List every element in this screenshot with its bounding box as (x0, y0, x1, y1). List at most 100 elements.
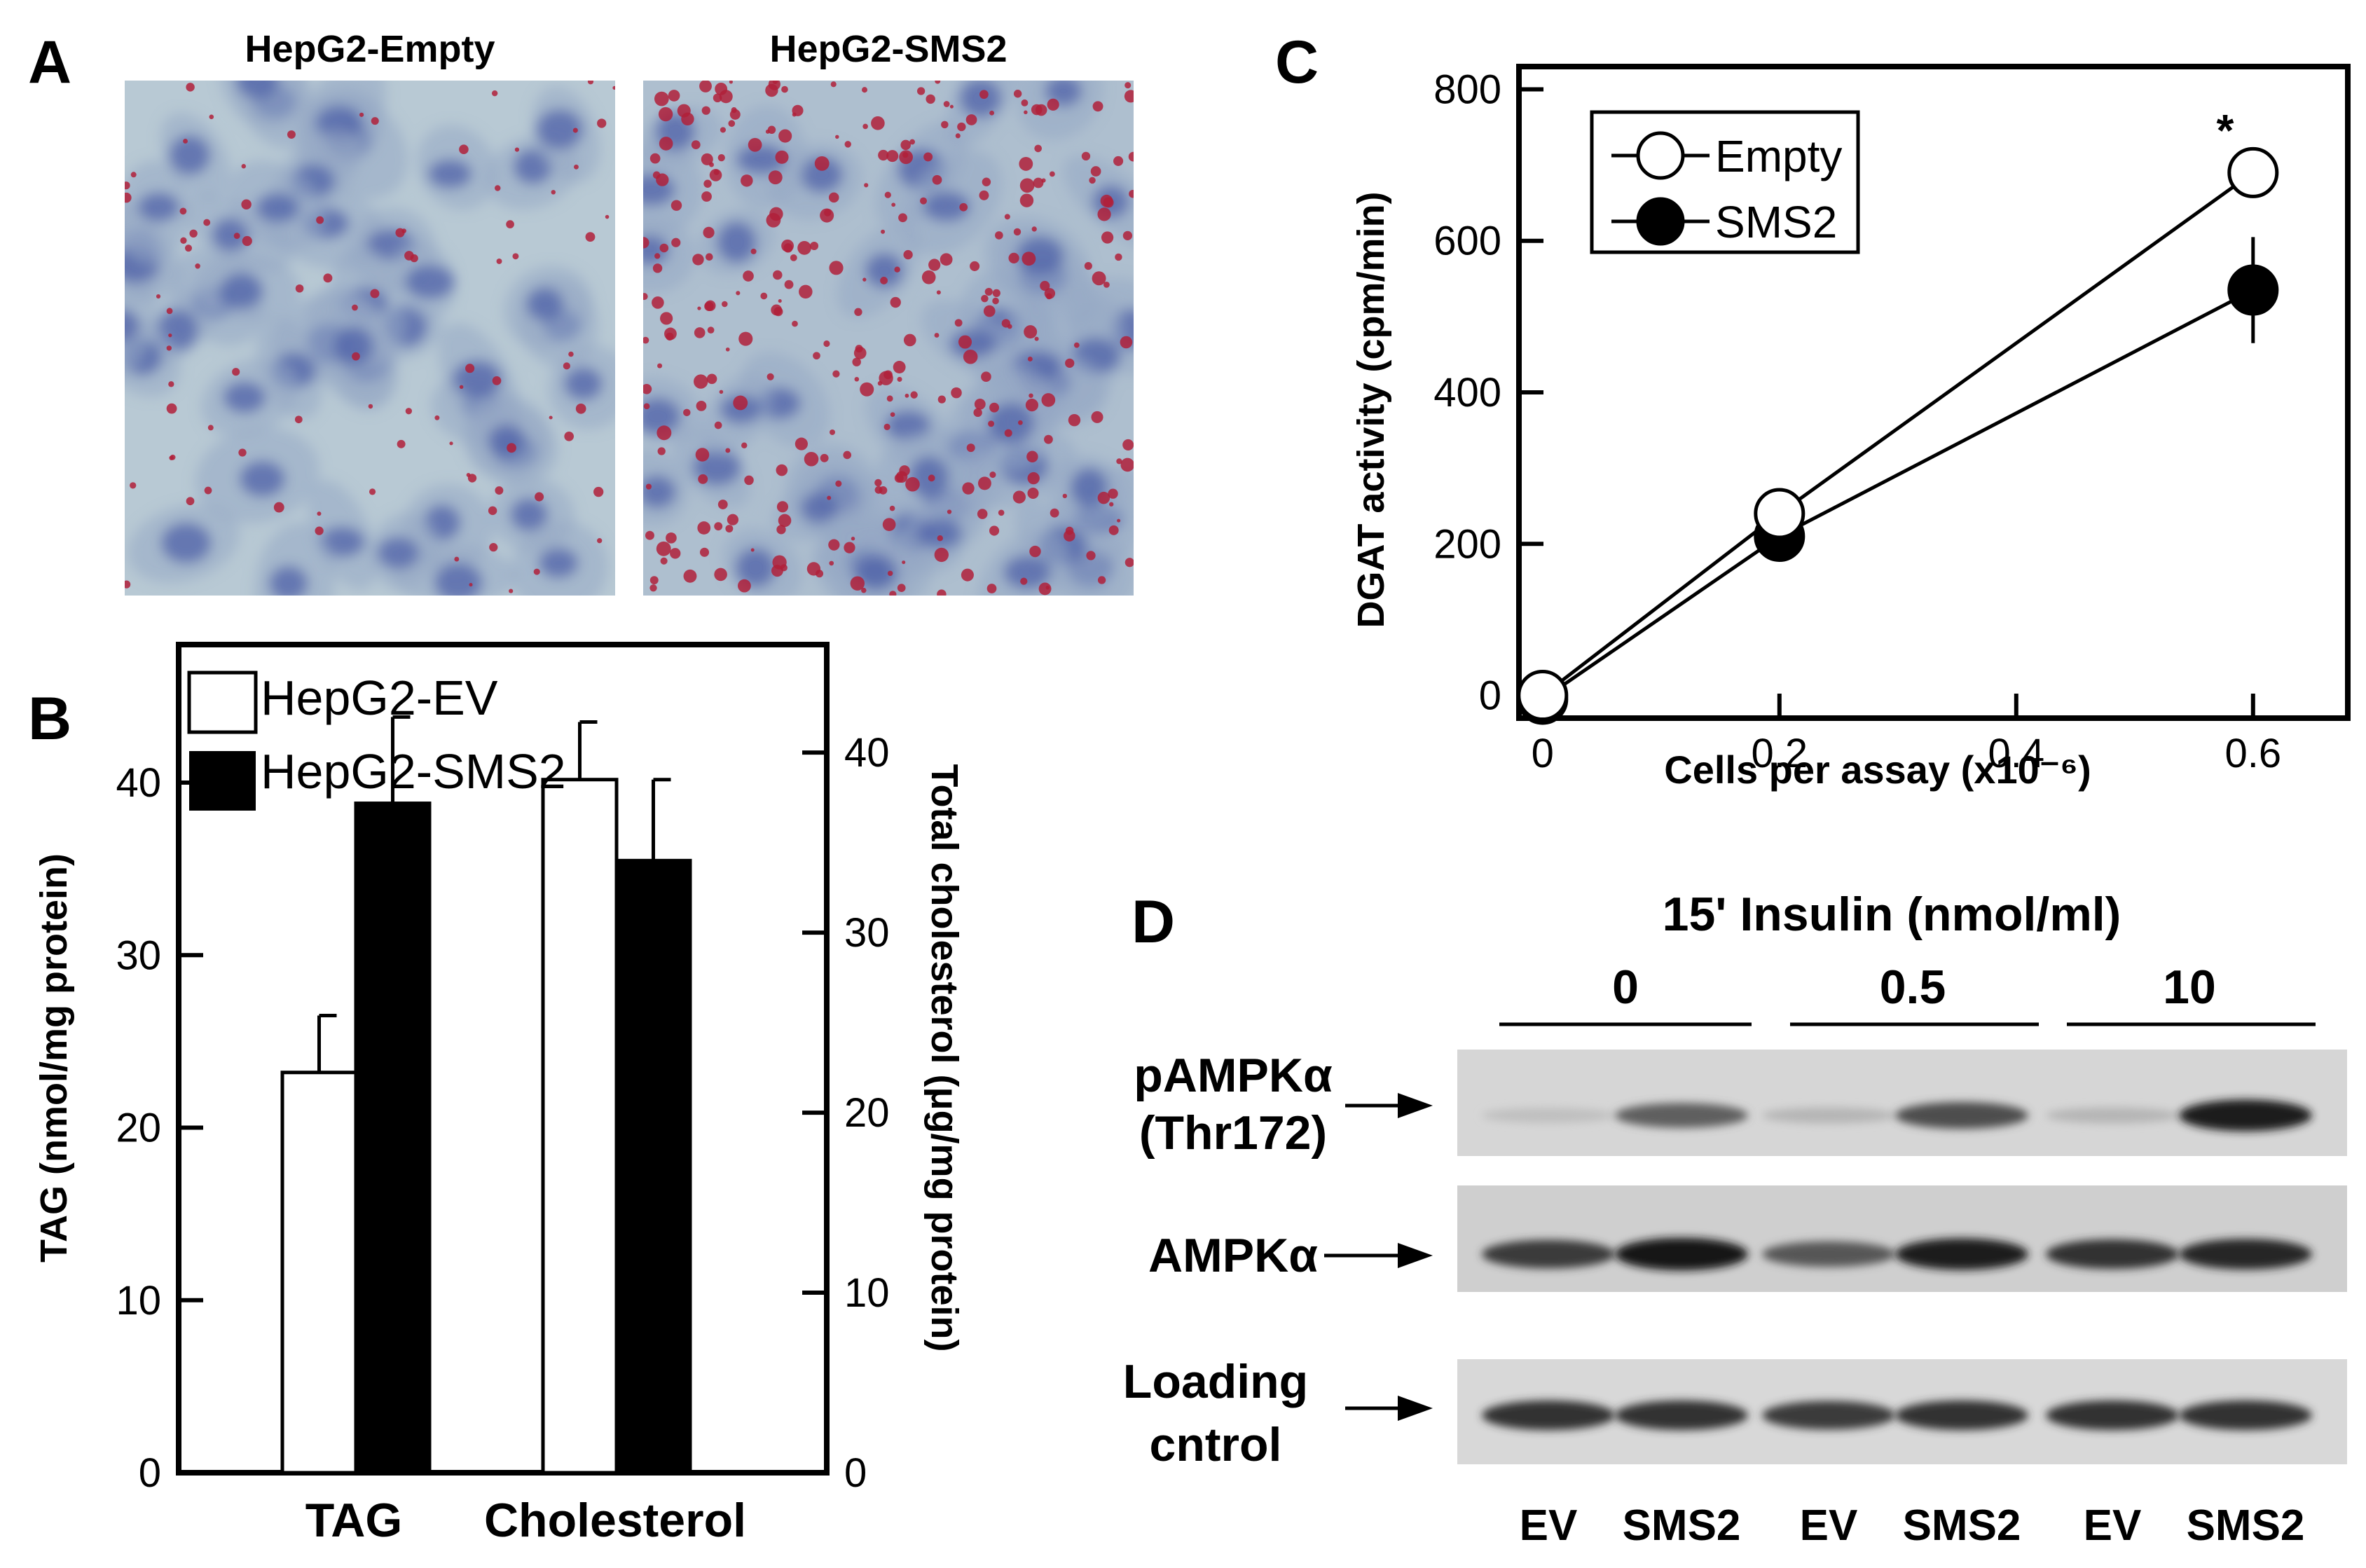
y-tick-label: 400 (1433, 370, 1501, 415)
lipid-droplet (681, 112, 694, 126)
lipid-droplet (209, 114, 214, 120)
lipid-droplet (1128, 151, 1134, 162)
row-label-pampk: pAMPKα (Thr172) (1134, 1049, 1433, 1160)
lipid-droplet (905, 476, 920, 492)
lipid-droplet (932, 174, 942, 185)
lipid-droplet (741, 174, 753, 187)
lipid-droplet (1091, 411, 1103, 423)
lipid-droplet (572, 128, 578, 133)
lipid-droplet (1081, 151, 1091, 161)
lipid-droplet (232, 368, 240, 376)
blot-band (1615, 1103, 1748, 1128)
lipid-droplet (1045, 585, 1050, 590)
lipid-droplet (937, 589, 947, 596)
lipid-droplet (170, 454, 176, 460)
lipid-droplet (699, 81, 712, 92)
cell-nucleus (854, 555, 897, 591)
lipid-droplet (828, 192, 839, 203)
lipid-droplet (902, 561, 906, 565)
blot-band (2179, 1400, 2312, 1431)
lipid-droplet (533, 568, 540, 575)
legend-label-sms2-c: SMS2 (1715, 197, 1837, 247)
lipid-droplet (1021, 99, 1029, 106)
lipid-droplet (186, 83, 195, 92)
lipid-droplet (670, 200, 682, 211)
lipid-droplet (659, 137, 673, 151)
lipid-droplet (830, 81, 837, 88)
lipid-droplet (564, 431, 575, 441)
lipid-droplet (703, 179, 712, 188)
y-tick-label: 800 (1433, 67, 1501, 112)
lipid-droplet (797, 241, 811, 255)
lipid-droplet (998, 509, 1005, 516)
lipid-droplet (773, 270, 783, 280)
lipid-droplet (806, 562, 821, 576)
cell-nucleus (269, 565, 308, 596)
lipid-droplet (861, 587, 867, 593)
cell-nucleus (564, 367, 603, 400)
cell-nucleus (536, 109, 584, 150)
lipid-droplet (928, 474, 935, 482)
lipid-droplet (189, 229, 198, 238)
lipid-droplet (1026, 451, 1038, 462)
lipid-droplet (854, 376, 860, 382)
lipid-droplet (919, 197, 928, 205)
lipid-droplet (1064, 530, 1075, 542)
lipid-droplet (890, 412, 895, 418)
lipid-droplet (1034, 144, 1042, 153)
lipid-droplet (736, 291, 741, 296)
blot-band (2046, 1239, 2179, 1270)
lipid-droplet (738, 579, 751, 593)
lipid-droplet (874, 479, 882, 487)
panel-a-image-title-sms2: HepG2-SMS2 (769, 28, 1007, 70)
lipid-droplet (889, 505, 895, 511)
lipid-droplet (989, 110, 995, 116)
lipid-droplet (830, 429, 835, 435)
x-tick-label: 0 (1532, 731, 1554, 776)
lipid-droplet (489, 543, 498, 552)
lipid-droplet (597, 538, 603, 544)
lipid-droplet (370, 289, 380, 298)
lipid-droplet (829, 561, 834, 566)
lipid-droplet (898, 213, 907, 223)
panel-d-label: D (1132, 888, 1175, 956)
right-tick-label: 10 (844, 1270, 890, 1316)
lipid-droplet (750, 248, 757, 254)
lipid-droplet (656, 425, 672, 441)
blot-band (1615, 1237, 1748, 1271)
lipid-droplet (287, 130, 296, 139)
lipid-droplet (725, 525, 734, 533)
lipid-droplet (900, 139, 911, 151)
lipid-droplet (992, 289, 1000, 297)
blot-band (1895, 1101, 2028, 1129)
lipid-droplet (897, 584, 906, 592)
lipid-droplet (1113, 156, 1124, 166)
lipid-droplet (843, 451, 852, 460)
lipid-droplet (186, 497, 195, 506)
lipid-droplet (1020, 577, 1028, 585)
cell-nucleus (1003, 555, 1052, 589)
y-tick-label: 200 (1433, 521, 1501, 567)
lipid-droplet (1027, 487, 1039, 500)
lipid-droplet (242, 235, 252, 247)
lipid-droplet (706, 253, 713, 261)
lipid-droplet (916, 87, 926, 95)
bar-tag-hepg2-sms2 (354, 802, 432, 1475)
lipid-droplet (1004, 214, 1010, 220)
lipid-droplet (166, 308, 173, 315)
lipid-droplet (294, 415, 303, 424)
lipid-droplet (273, 502, 284, 513)
blot-strip-pampk (1457, 1050, 2347, 1156)
lipid-droplet (643, 237, 649, 249)
lipid-droplet (643, 293, 648, 301)
dose-label-0-5: 0.5 (1880, 961, 1946, 1014)
blot-band (1482, 1239, 1615, 1269)
lipid-droplet (1101, 231, 1114, 244)
lipid-droplet (886, 395, 893, 402)
point-empty (1754, 488, 1806, 539)
x-tick-label: 0.6 (2224, 731, 2281, 776)
bar-cholesterol-hepg2-sms2 (614, 858, 692, 1475)
cell-nucleus (256, 193, 299, 223)
lipid-droplet (928, 259, 941, 271)
